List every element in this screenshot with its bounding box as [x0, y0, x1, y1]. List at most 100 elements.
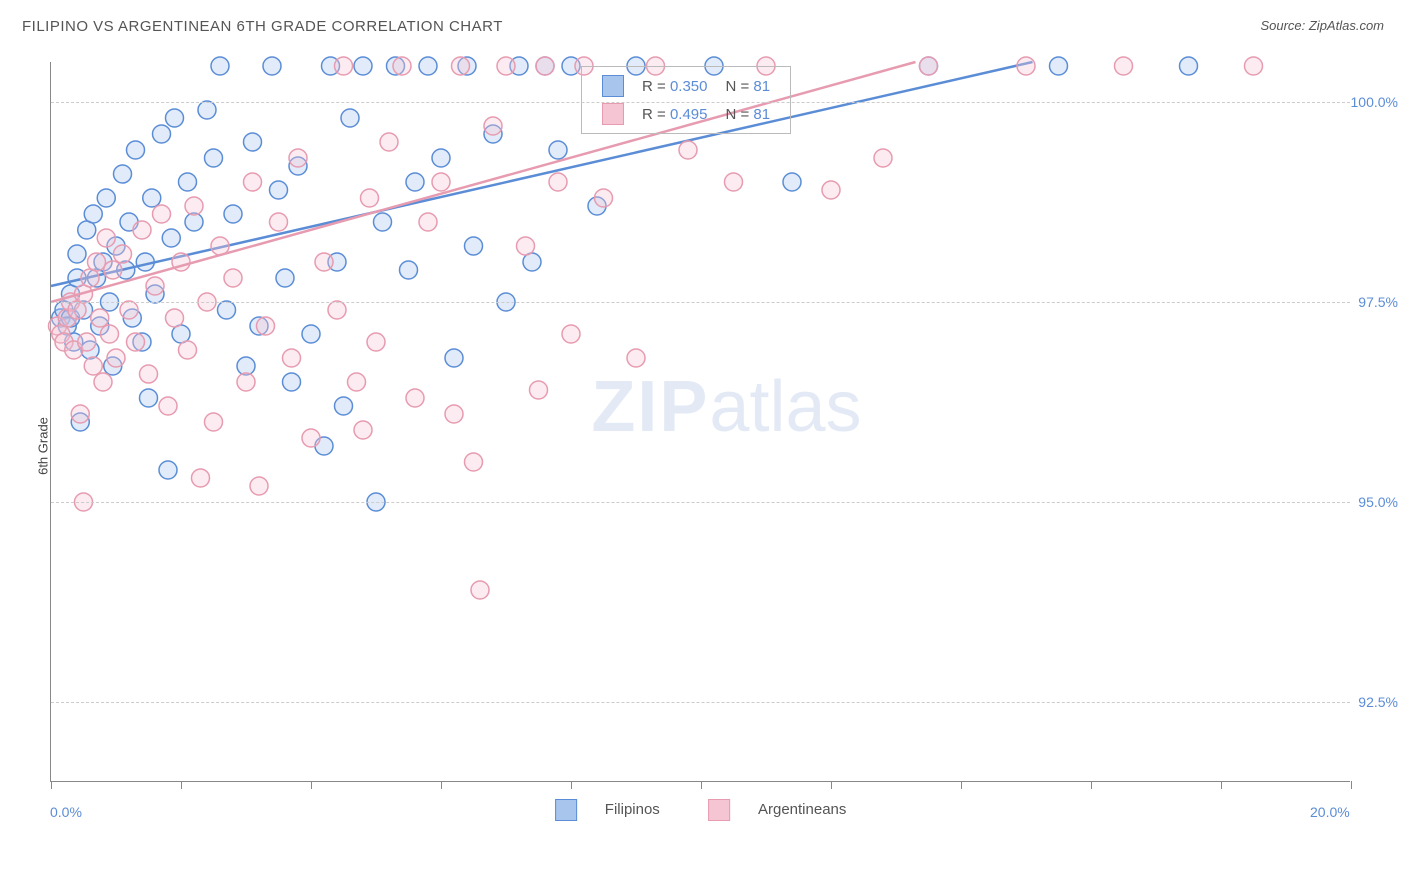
scatter-point [328, 301, 346, 319]
scatter-svg [51, 62, 1351, 782]
scatter-point [140, 389, 158, 407]
scatter-point [153, 125, 171, 143]
scatter-point [361, 189, 379, 207]
scatter-point [250, 477, 268, 495]
legend-row: R = 0.495 N = 81 [594, 101, 778, 127]
scatter-point [452, 57, 470, 75]
scatter-point [114, 165, 132, 183]
xtick [51, 781, 52, 789]
scatter-point [270, 181, 288, 199]
scatter-point [179, 173, 197, 191]
scatter-point [445, 349, 463, 367]
n-label: N = [725, 78, 753, 95]
xtick [701, 781, 702, 789]
trend-line [51, 62, 1033, 286]
scatter-point [205, 413, 223, 431]
n-value: 81 [753, 106, 770, 123]
scatter-point [465, 453, 483, 471]
legend-label: Argentineans [758, 801, 846, 818]
scatter-point [335, 57, 353, 75]
scatter-point [257, 317, 275, 335]
ytick-label: 95.0% [1358, 494, 1398, 510]
scatter-point [484, 117, 502, 135]
scatter-point [276, 269, 294, 287]
legend-row: R = 0.350N = 81 [594, 73, 778, 99]
scatter-point [536, 57, 554, 75]
gridline-h [51, 702, 1350, 703]
scatter-point [283, 373, 301, 391]
xtick [311, 781, 312, 789]
scatter-point [211, 57, 229, 75]
legend-series: Filipinos Argentineans [531, 799, 871, 821]
y-axis-label: 6th Grade [35, 417, 50, 475]
scatter-point [1115, 57, 1133, 75]
scatter-point [432, 149, 450, 167]
scatter-point [289, 149, 307, 167]
n-label: N = [725, 106, 753, 123]
scatter-point [224, 205, 242, 223]
legend-swatch [602, 75, 624, 97]
scatter-point [283, 349, 301, 367]
scatter-point [114, 245, 132, 263]
scatter-point [1180, 57, 1198, 75]
r-label: R = [642, 106, 670, 123]
ytick-label: 92.5% [1358, 694, 1398, 710]
xtick [1351, 781, 1352, 789]
xtick [961, 781, 962, 789]
scatter-point [162, 229, 180, 247]
scatter-point [393, 57, 411, 75]
scatter-point [244, 173, 262, 191]
legend-correlation: R = 0.350N = 81 R = 0.495 N = 81 [581, 66, 791, 134]
scatter-point [78, 333, 96, 351]
legend-swatch [602, 103, 624, 125]
scatter-point [497, 57, 515, 75]
scatter-point [224, 269, 242, 287]
scatter-point [270, 213, 288, 231]
scatter-point [159, 397, 177, 415]
xtick [1091, 781, 1092, 789]
scatter-point [517, 237, 535, 255]
scatter-point [367, 333, 385, 351]
scatter-point [920, 57, 938, 75]
scatter-point [465, 237, 483, 255]
chart-title: FILIPINO VS ARGENTINEAN 6TH GRADE CORREL… [22, 18, 503, 35]
scatter-point [97, 229, 115, 247]
xtick [441, 781, 442, 789]
scatter-point [159, 461, 177, 479]
legend-swatch [708, 799, 730, 821]
scatter-point [725, 173, 743, 191]
xtick [571, 781, 572, 789]
gridline-h [51, 302, 1350, 303]
scatter-point [101, 325, 119, 343]
scatter-point [302, 325, 320, 343]
scatter-point [153, 205, 171, 223]
scatter-point [419, 57, 437, 75]
scatter-point [84, 357, 102, 375]
legend-item: Argentineans [696, 801, 859, 818]
scatter-point [549, 173, 567, 191]
scatter-point [140, 365, 158, 383]
scatter-point [1017, 57, 1035, 75]
legend-label: Filipinos [605, 801, 660, 818]
scatter-point [315, 253, 333, 271]
xtick [181, 781, 182, 789]
n-value: 81 [753, 78, 770, 95]
scatter-point [302, 429, 320, 447]
scatter-point [143, 189, 161, 207]
scatter-point [679, 141, 697, 159]
scatter-point [1050, 57, 1068, 75]
legend-item: Filipinos [543, 801, 672, 818]
ytick-label: 97.5% [1358, 294, 1398, 310]
scatter-point [237, 373, 255, 391]
scatter-point [348, 373, 366, 391]
scatter-point [380, 133, 398, 151]
scatter-point [179, 341, 197, 359]
scatter-point [146, 277, 164, 295]
scatter-point [192, 469, 210, 487]
scatter-point [104, 261, 122, 279]
scatter-point [94, 373, 112, 391]
r-value: 0.495 [670, 106, 708, 123]
source-label: Source: ZipAtlas.com [1260, 18, 1384, 33]
scatter-point [530, 381, 548, 399]
scatter-point [120, 301, 138, 319]
